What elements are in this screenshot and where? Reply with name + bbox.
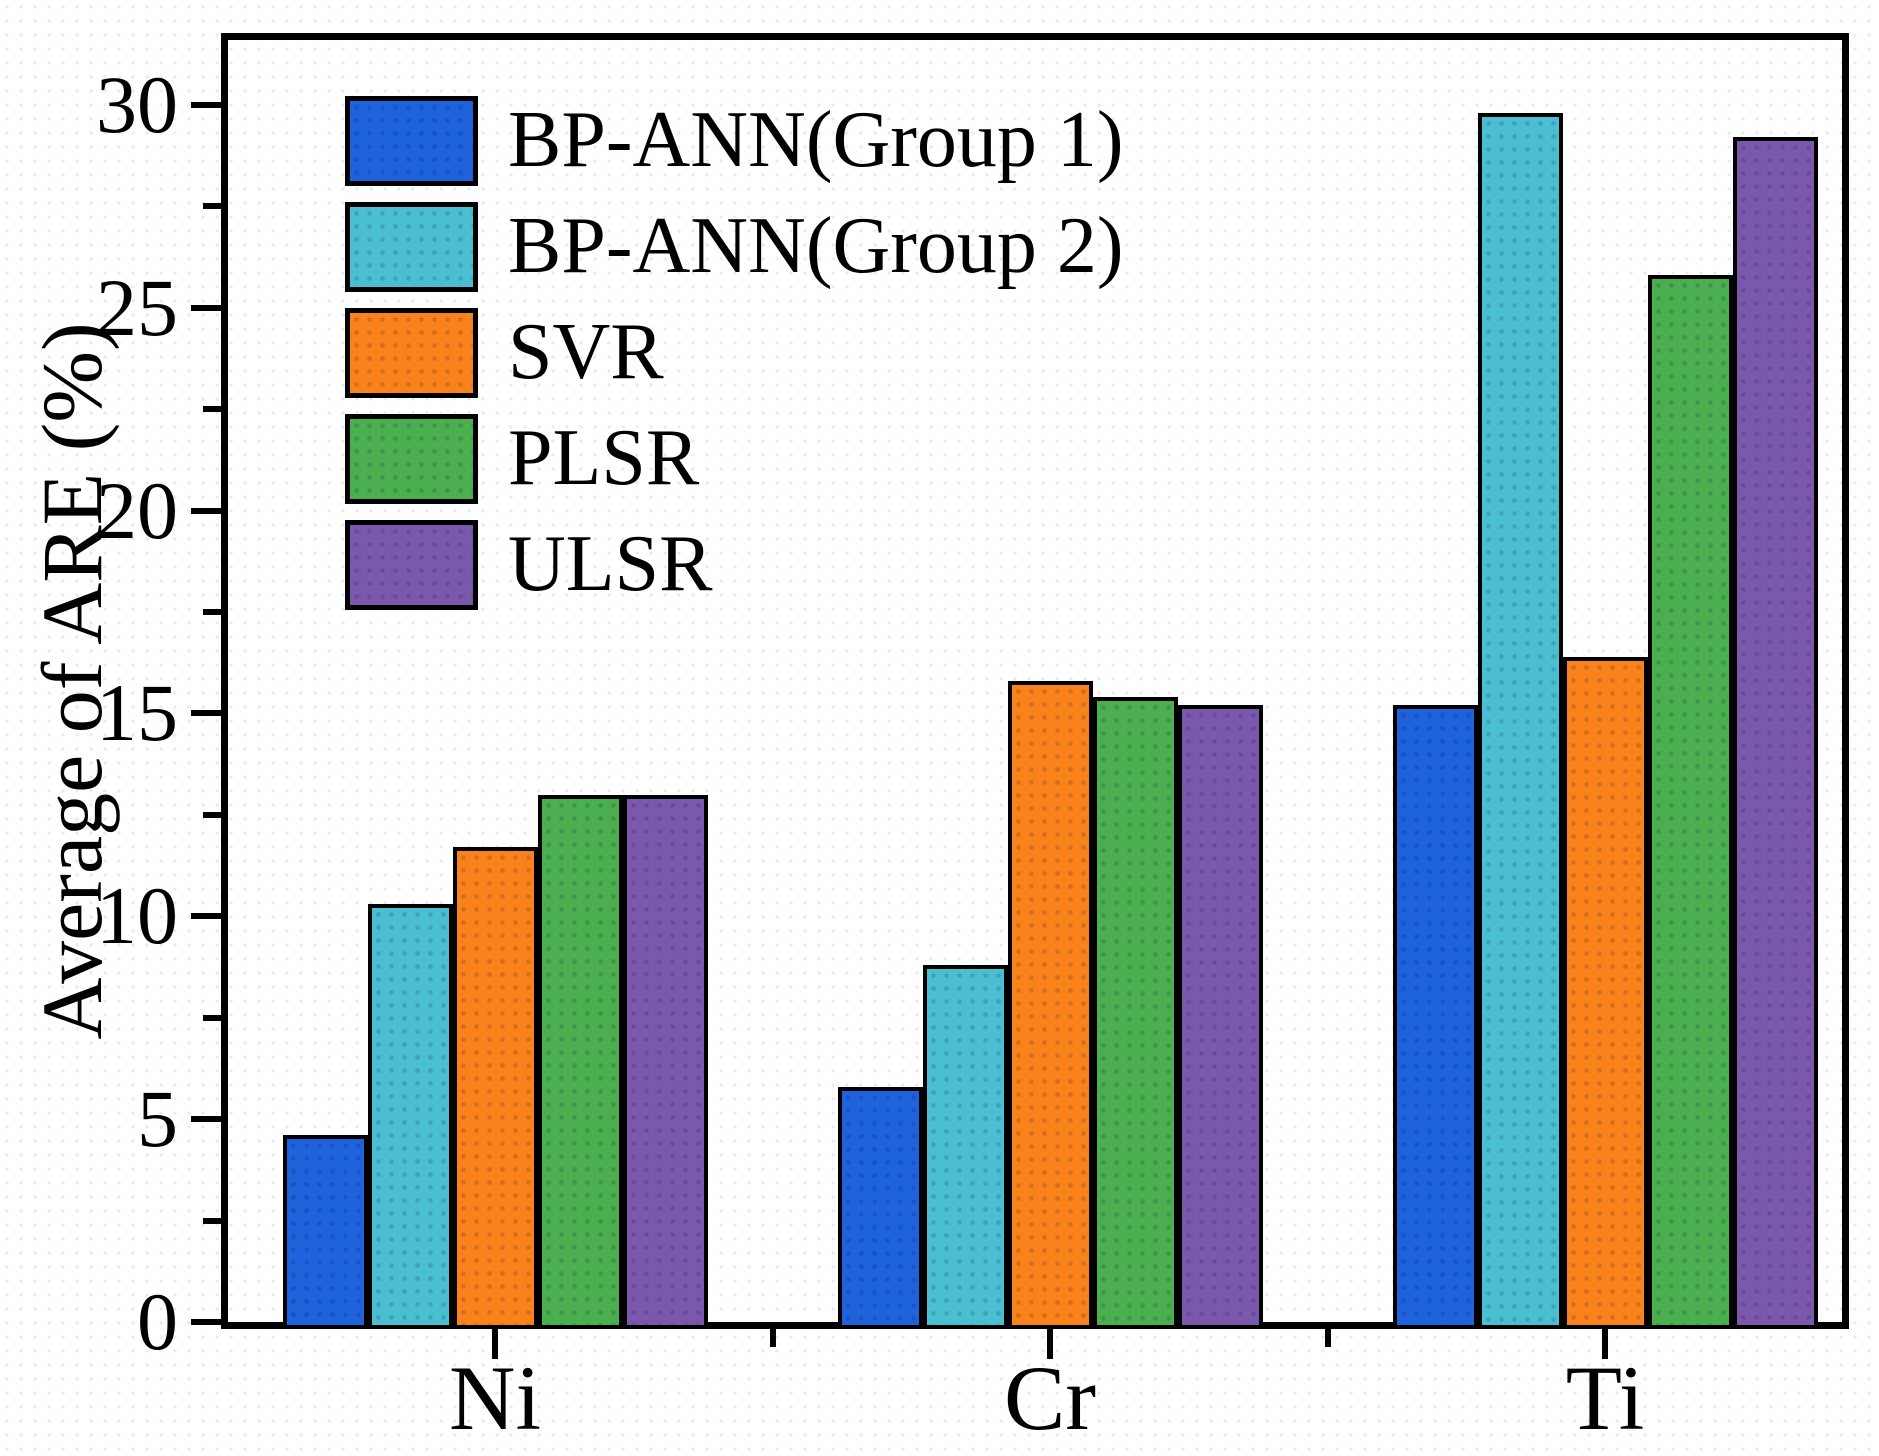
bar-ti-ulsr	[1732, 137, 1818, 1329]
bar-cr-ulsr	[1177, 705, 1263, 1329]
bar-ni-bp-ann-group-2	[367, 904, 453, 1329]
bar-ni-bp-ann-group-1	[282, 1135, 368, 1329]
legend-swatch-texture	[350, 207, 473, 287]
bar-cr-plsr	[1092, 697, 1178, 1329]
y-tick-minor	[203, 1014, 221, 1021]
bar-fill-texture	[1566, 660, 1644, 1325]
legend-swatch-texture	[350, 101, 473, 181]
bar-cr-bp-ann-group-2	[922, 964, 1008, 1329]
y-tick-label: 25	[96, 261, 178, 353]
x-tick-major	[492, 1329, 498, 1359]
legend-swatch-bp-ann-group-1	[345, 96, 478, 186]
legend-swatch-bp-ann-group-2	[345, 202, 478, 292]
x-category-label-cr: Cr	[1004, 1347, 1096, 1449]
y-tick-minor	[203, 811, 221, 818]
legend-label-bp-ann-group-1: BP-ANN(Group 1)	[508, 96, 1124, 184]
legend-swatch-svr	[345, 308, 478, 398]
bar-fill-texture	[841, 1090, 919, 1325]
y-tick-label: 10	[96, 870, 178, 962]
y-tick-label: 5	[137, 1073, 178, 1165]
legend-label-svr: SVR	[508, 308, 664, 396]
bar-ti-bp-ann-group-1	[1392, 705, 1478, 1329]
y-tick-minor	[203, 609, 221, 616]
bar-fill-texture	[1481, 117, 1559, 1325]
x-category-label-ni: Ni	[449, 1347, 541, 1449]
bar-fill-texture	[1096, 701, 1174, 1325]
y-tick-label: 20	[96, 464, 178, 556]
x-tick-minor	[1324, 1329, 1331, 1347]
x-category-label-ti: Ti	[1565, 1347, 1645, 1449]
bar-ni-plsr	[537, 794, 623, 1329]
legend-label-ulsr: ULSR	[508, 520, 713, 608]
legend-swatch-texture	[350, 313, 473, 393]
y-tick-minor	[203, 406, 221, 413]
bar-fill-texture	[1736, 141, 1814, 1325]
bar-fill-texture	[1396, 709, 1474, 1325]
y-tick-major	[191, 1116, 221, 1123]
bar-cr-bp-ann-group-1	[837, 1086, 923, 1329]
bar-ti-bp-ann-group-2	[1477, 113, 1563, 1329]
y-tick-major	[191, 710, 221, 717]
legend-label-bp-ann-group-2: BP-ANN(Group 2)	[508, 202, 1124, 290]
y-tick-major	[191, 1319, 221, 1325]
bar-fill-texture	[541, 798, 619, 1325]
bar-ni-svr	[452, 847, 538, 1329]
legend-swatch-ulsr	[345, 520, 478, 610]
bar-fill-texture	[1011, 685, 1089, 1325]
bar-cr-svr	[1007, 681, 1093, 1329]
y-tick-major	[191, 507, 221, 514]
bar-ti-svr	[1562, 656, 1648, 1329]
bar-fill-texture	[1651, 279, 1729, 1325]
y-tick-major	[191, 304, 221, 311]
legend-label-plsr: PLSR	[508, 414, 700, 502]
bar-fill-texture	[626, 798, 704, 1325]
bar-fill-texture	[456, 851, 534, 1325]
y-tick-major	[191, 101, 221, 108]
x-tick-major	[1602, 1329, 1608, 1359]
y-tick-minor	[203, 1217, 221, 1224]
legend-swatch-texture	[350, 419, 473, 499]
bar-fill-texture	[286, 1139, 364, 1325]
bar-fill-texture	[926, 968, 1004, 1325]
y-tick-label: 15	[96, 667, 178, 759]
x-tick-major	[1047, 1329, 1053, 1359]
y-tick-label: 30	[96, 58, 178, 150]
legend-swatch-texture	[350, 525, 473, 605]
bar-fill-texture	[1181, 709, 1259, 1325]
y-tick-major	[191, 913, 221, 920]
y-tick-label: 0	[137, 1276, 178, 1367]
x-tick-minor	[769, 1329, 776, 1347]
bar-ti-plsr	[1647, 275, 1733, 1329]
bar-ni-ulsr	[622, 794, 708, 1329]
legend-swatch-plsr	[345, 414, 478, 504]
bar-fill-texture	[371, 908, 449, 1325]
y-tick-minor	[203, 203, 221, 210]
